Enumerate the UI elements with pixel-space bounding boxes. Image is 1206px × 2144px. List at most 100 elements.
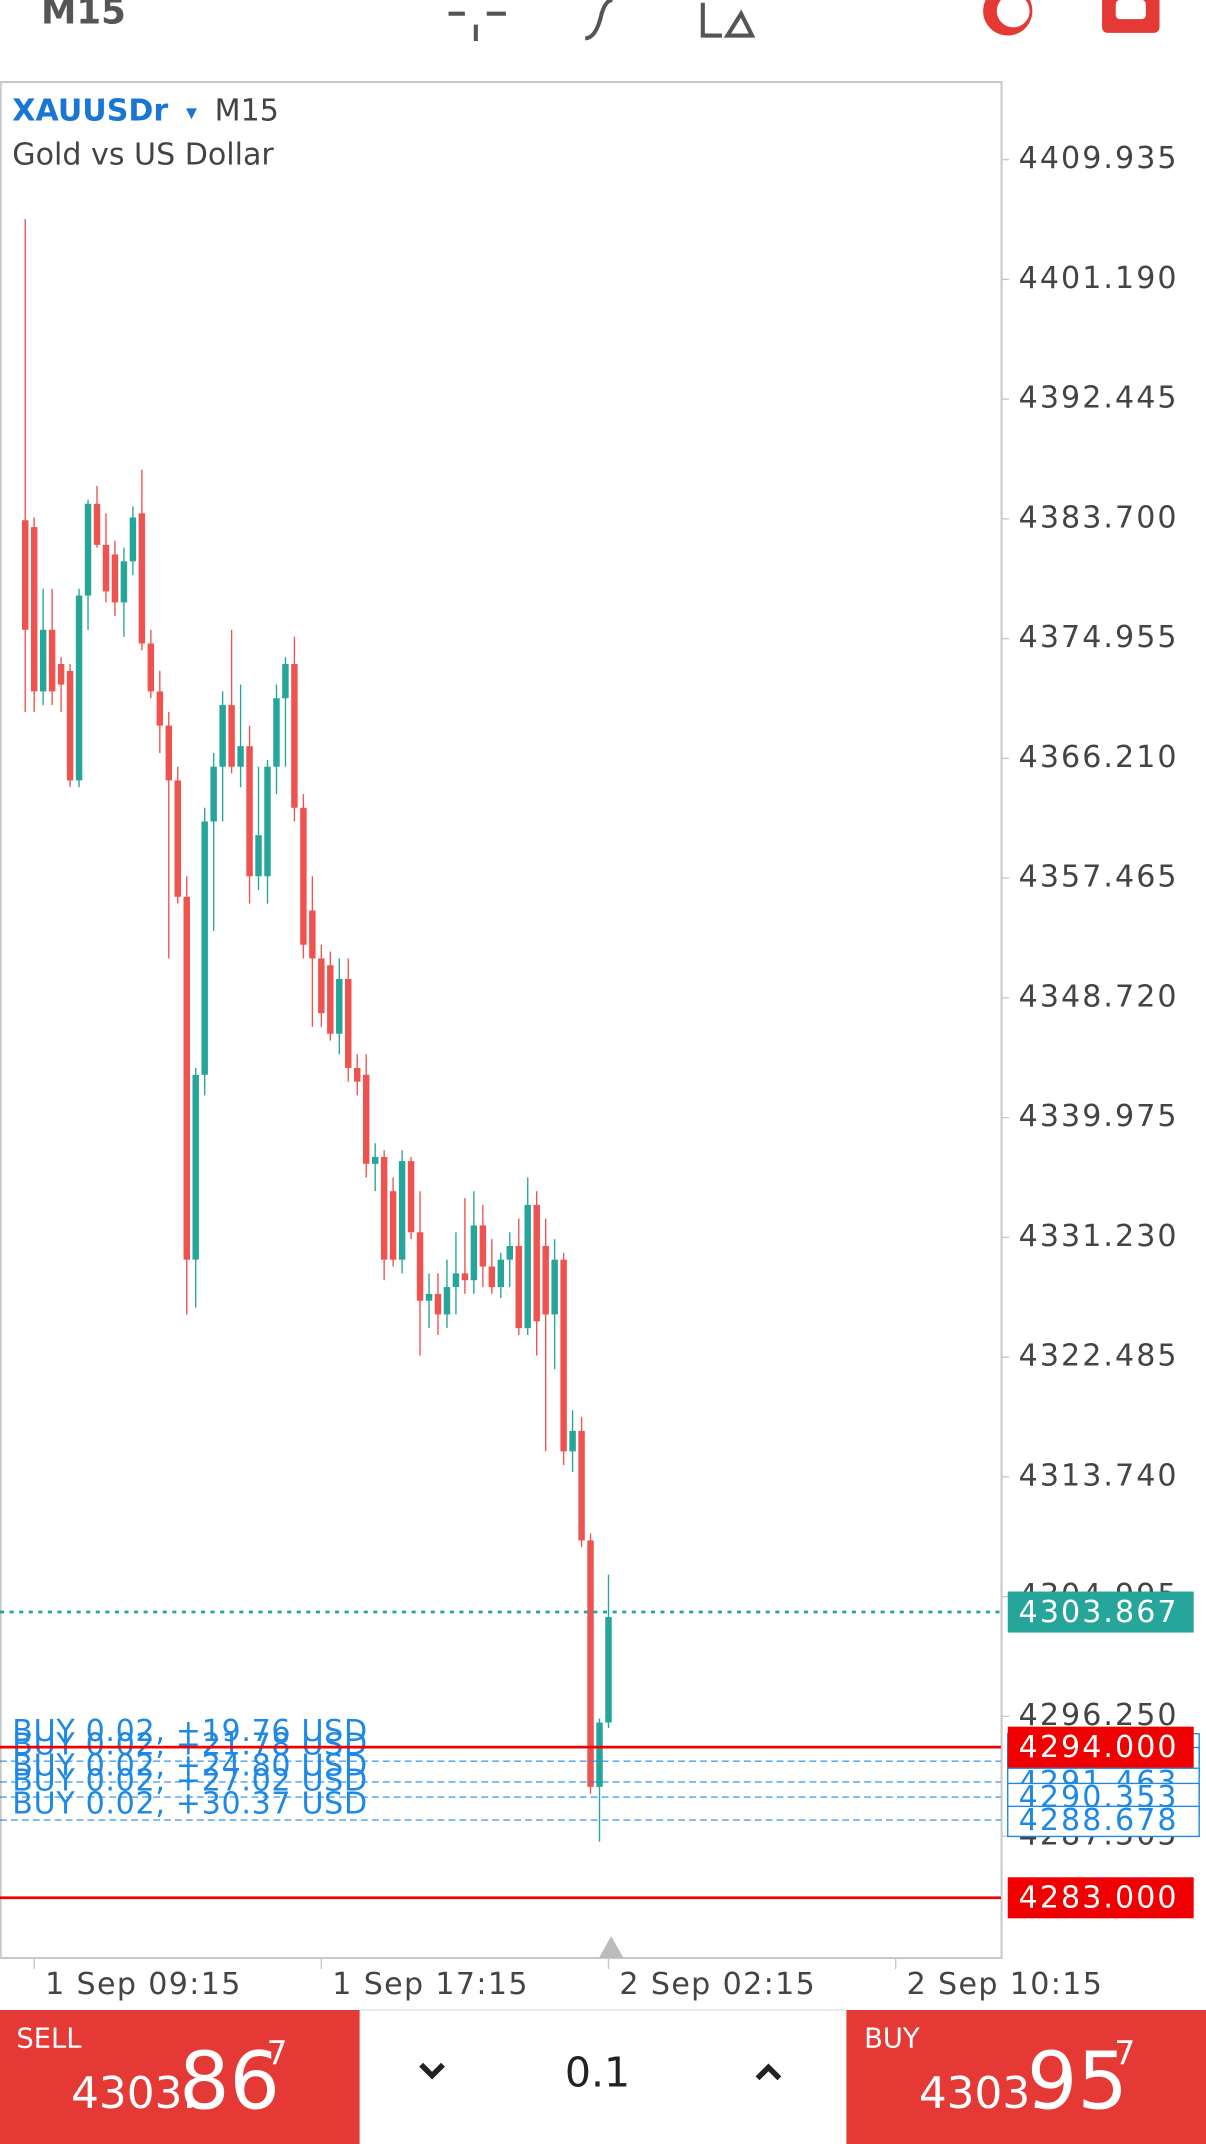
- account-icon-inner: [996, 0, 1030, 28]
- x-tick-label: 1 Sep 17:15: [332, 1967, 529, 2002]
- price-label-box: [1007, 1591, 1194, 1633]
- candle-body: [219, 705, 226, 767]
- time-scroll-marker: [598, 1936, 624, 1959]
- candle-body: [282, 664, 289, 699]
- indicator-icon[interactable]: [584, 0, 613, 41]
- position-price: 4288.678: [1019, 1803, 1179, 1838]
- y-tick-label: 4313.740: [1019, 1458, 1179, 1493]
- candle-body: [30, 527, 38, 692]
- price-label: 4303.867: [1019, 1595, 1179, 1630]
- buy-button[interactable]: [846, 2010, 1206, 2144]
- position-text: BUY 0.02, +24.80 USD: [12, 1748, 368, 1783]
- volume-down[interactable]: [419, 2062, 445, 2080]
- candle-body: [488, 1266, 496, 1288]
- candle-body: [102, 544, 110, 592]
- candle-body: [389, 1191, 397, 1260]
- trade-icon-inner: [1115, 0, 1146, 20]
- y-tick-label: 4383.700: [1019, 500, 1179, 535]
- candle-body: [596, 1722, 603, 1787]
- candle-body: [470, 1225, 478, 1281]
- price-label-box: [1007, 1877, 1194, 1919]
- candle-body: [201, 821, 208, 1075]
- candle-body: [371, 1156, 379, 1164]
- crosshair-icon[interactable]: [448, 11, 506, 42]
- candle-body: [75, 595, 83, 781]
- y-tick-label: 4392.445: [1019, 381, 1179, 416]
- candle-body: [57, 664, 65, 685]
- candle-body: [327, 965, 334, 1034]
- chart-timeframe: M15: [215, 94, 279, 129]
- candle-body: [345, 978, 352, 1068]
- candle-body: [255, 835, 262, 877]
- sell-button[interactable]: [0, 2010, 360, 2144]
- candle-body: [569, 1430, 576, 1452]
- candle-body: [497, 1259, 505, 1288]
- price-label: 4294.000: [1019, 1730, 1179, 1765]
- y-tick-label: 4339.975: [1019, 1099, 1179, 1134]
- candle-body: [156, 691, 164, 726]
- candle-body: [587, 1540, 594, 1787]
- volume-up[interactable]: [755, 2063, 782, 2081]
- candle-body: [434, 1293, 442, 1315]
- y-tick-label: 4331.230: [1019, 1219, 1179, 1254]
- y-tick-label: 4366.210: [1019, 740, 1179, 775]
- sell-price-big: 86: [179, 2035, 280, 2128]
- price-label-box: [1007, 1726, 1194, 1768]
- candle-body: [506, 1245, 514, 1260]
- candle-body: [416, 1232, 424, 1301]
- candle-body: [129, 517, 137, 562]
- timeframe-button[interactable]: M15: [41, 0, 126, 33]
- candle-body: [515, 1245, 522, 1329]
- objects-icon[interactable]: [700, 2, 756, 38]
- candle-body: [542, 1245, 549, 1315]
- candle-body: [524, 1204, 531, 1329]
- buy-price-big: 95: [1027, 2035, 1128, 2128]
- candle-body: [210, 766, 217, 822]
- candle-body: [174, 780, 181, 897]
- candle-body: [21, 520, 29, 630]
- candle-body: [84, 503, 92, 596]
- candle-body: [291, 664, 298, 808]
- symbol-menu[interactable]: ▾: [186, 100, 197, 125]
- plot: [21, 218, 612, 1842]
- candle-body: [300, 807, 307, 945]
- candle-body: [309, 910, 316, 959]
- chart-subtitle: Gold vs US Dollar: [12, 137, 274, 172]
- volume[interactable]: 0.1: [565, 2049, 630, 2097]
- y-tick-label: 4322.485: [1019, 1339, 1179, 1374]
- candle-body: [66, 670, 74, 781]
- y-tick-label: 4357.465: [1019, 860, 1179, 895]
- y-tick-label: 4348.720: [1019, 979, 1179, 1014]
- candle-body: [407, 1161, 415, 1233]
- y-tick-label: 4401.190: [1019, 261, 1179, 296]
- symbol[interactable]: XAUUSDr: [12, 94, 168, 129]
- candle-body: [560, 1259, 567, 1452]
- chart-frame: [0, 81, 1003, 1960]
- position-text: BUY 0.02, +27.02 USD: [12, 1764, 368, 1799]
- candle-body: [318, 958, 325, 1014]
- candle-body: [237, 746, 244, 767]
- candle-body: [111, 554, 119, 603]
- candle-body: [443, 1287, 451, 1315]
- buy-price-small: 7: [1114, 2035, 1135, 2073]
- candle-body: [398, 1161, 406, 1260]
- candle-body: [273, 698, 280, 767]
- candle-body: [138, 513, 146, 644]
- candle-body: [192, 1074, 199, 1260]
- y-tick-label: 4409.935: [1019, 141, 1179, 176]
- candle-body: [533, 1204, 540, 1322]
- sell-label: SELL: [16, 2024, 82, 2055]
- candle-body: [380, 1156, 388, 1260]
- candle-body: [165, 725, 173, 781]
- x-tick-label: 2 Sep 02:15: [619, 1967, 816, 2002]
- candle-body: [48, 629, 56, 692]
- position-text: BUY 0.02, +19.76 USD: [12, 1714, 368, 1749]
- candle-body: [228, 705, 235, 767]
- candle-body: [605, 1617, 612, 1723]
- candle-body: [354, 1067, 361, 1082]
- candle-body: [362, 1074, 370, 1164]
- sell-price-main: 4303.: [71, 2068, 196, 2119]
- candle-body: [93, 503, 101, 545]
